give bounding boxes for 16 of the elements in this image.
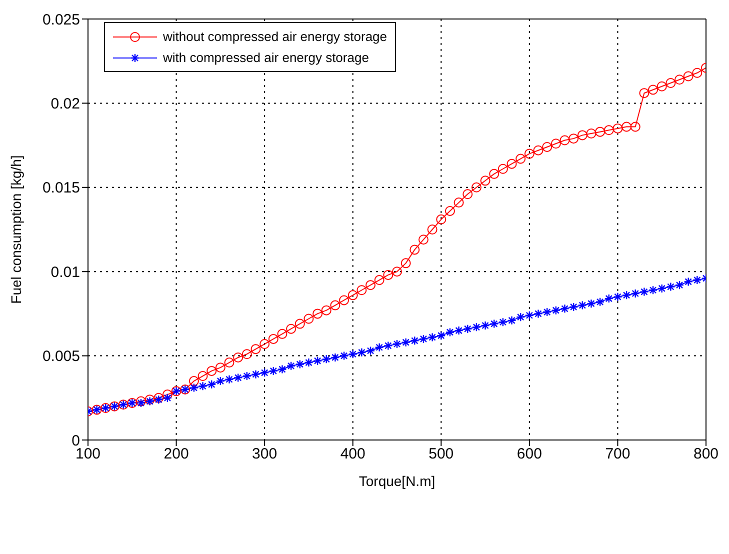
x-tick-label: 600 [516, 446, 542, 463]
x-tick-label: 300 [252, 446, 278, 463]
x-tick-label: 700 [605, 446, 630, 463]
y-tick-label: 0.025 [42, 11, 80, 28]
y-tick-label: 0.005 [42, 348, 80, 366]
x-tick-label: 500 [428, 446, 454, 463]
x-tick-label: 800 [693, 446, 719, 463]
y-tick-label: 0.02 [50, 96, 80, 113]
y-tick-label: 0.01 [50, 264, 80, 281]
x-tick-label: 200 [164, 446, 189, 463]
y-axis-title: Fuel consumption [kg/h] [8, 155, 24, 304]
legend-label: without compressed air energy storage [163, 29, 388, 44]
x-tick-label: 400 [340, 446, 366, 463]
x-axis-title: Torque[N.m] [358, 473, 436, 489]
y-tick-label: 0.015 [42, 180, 80, 197]
legend-label: with compressed air energy storage [163, 50, 369, 65]
